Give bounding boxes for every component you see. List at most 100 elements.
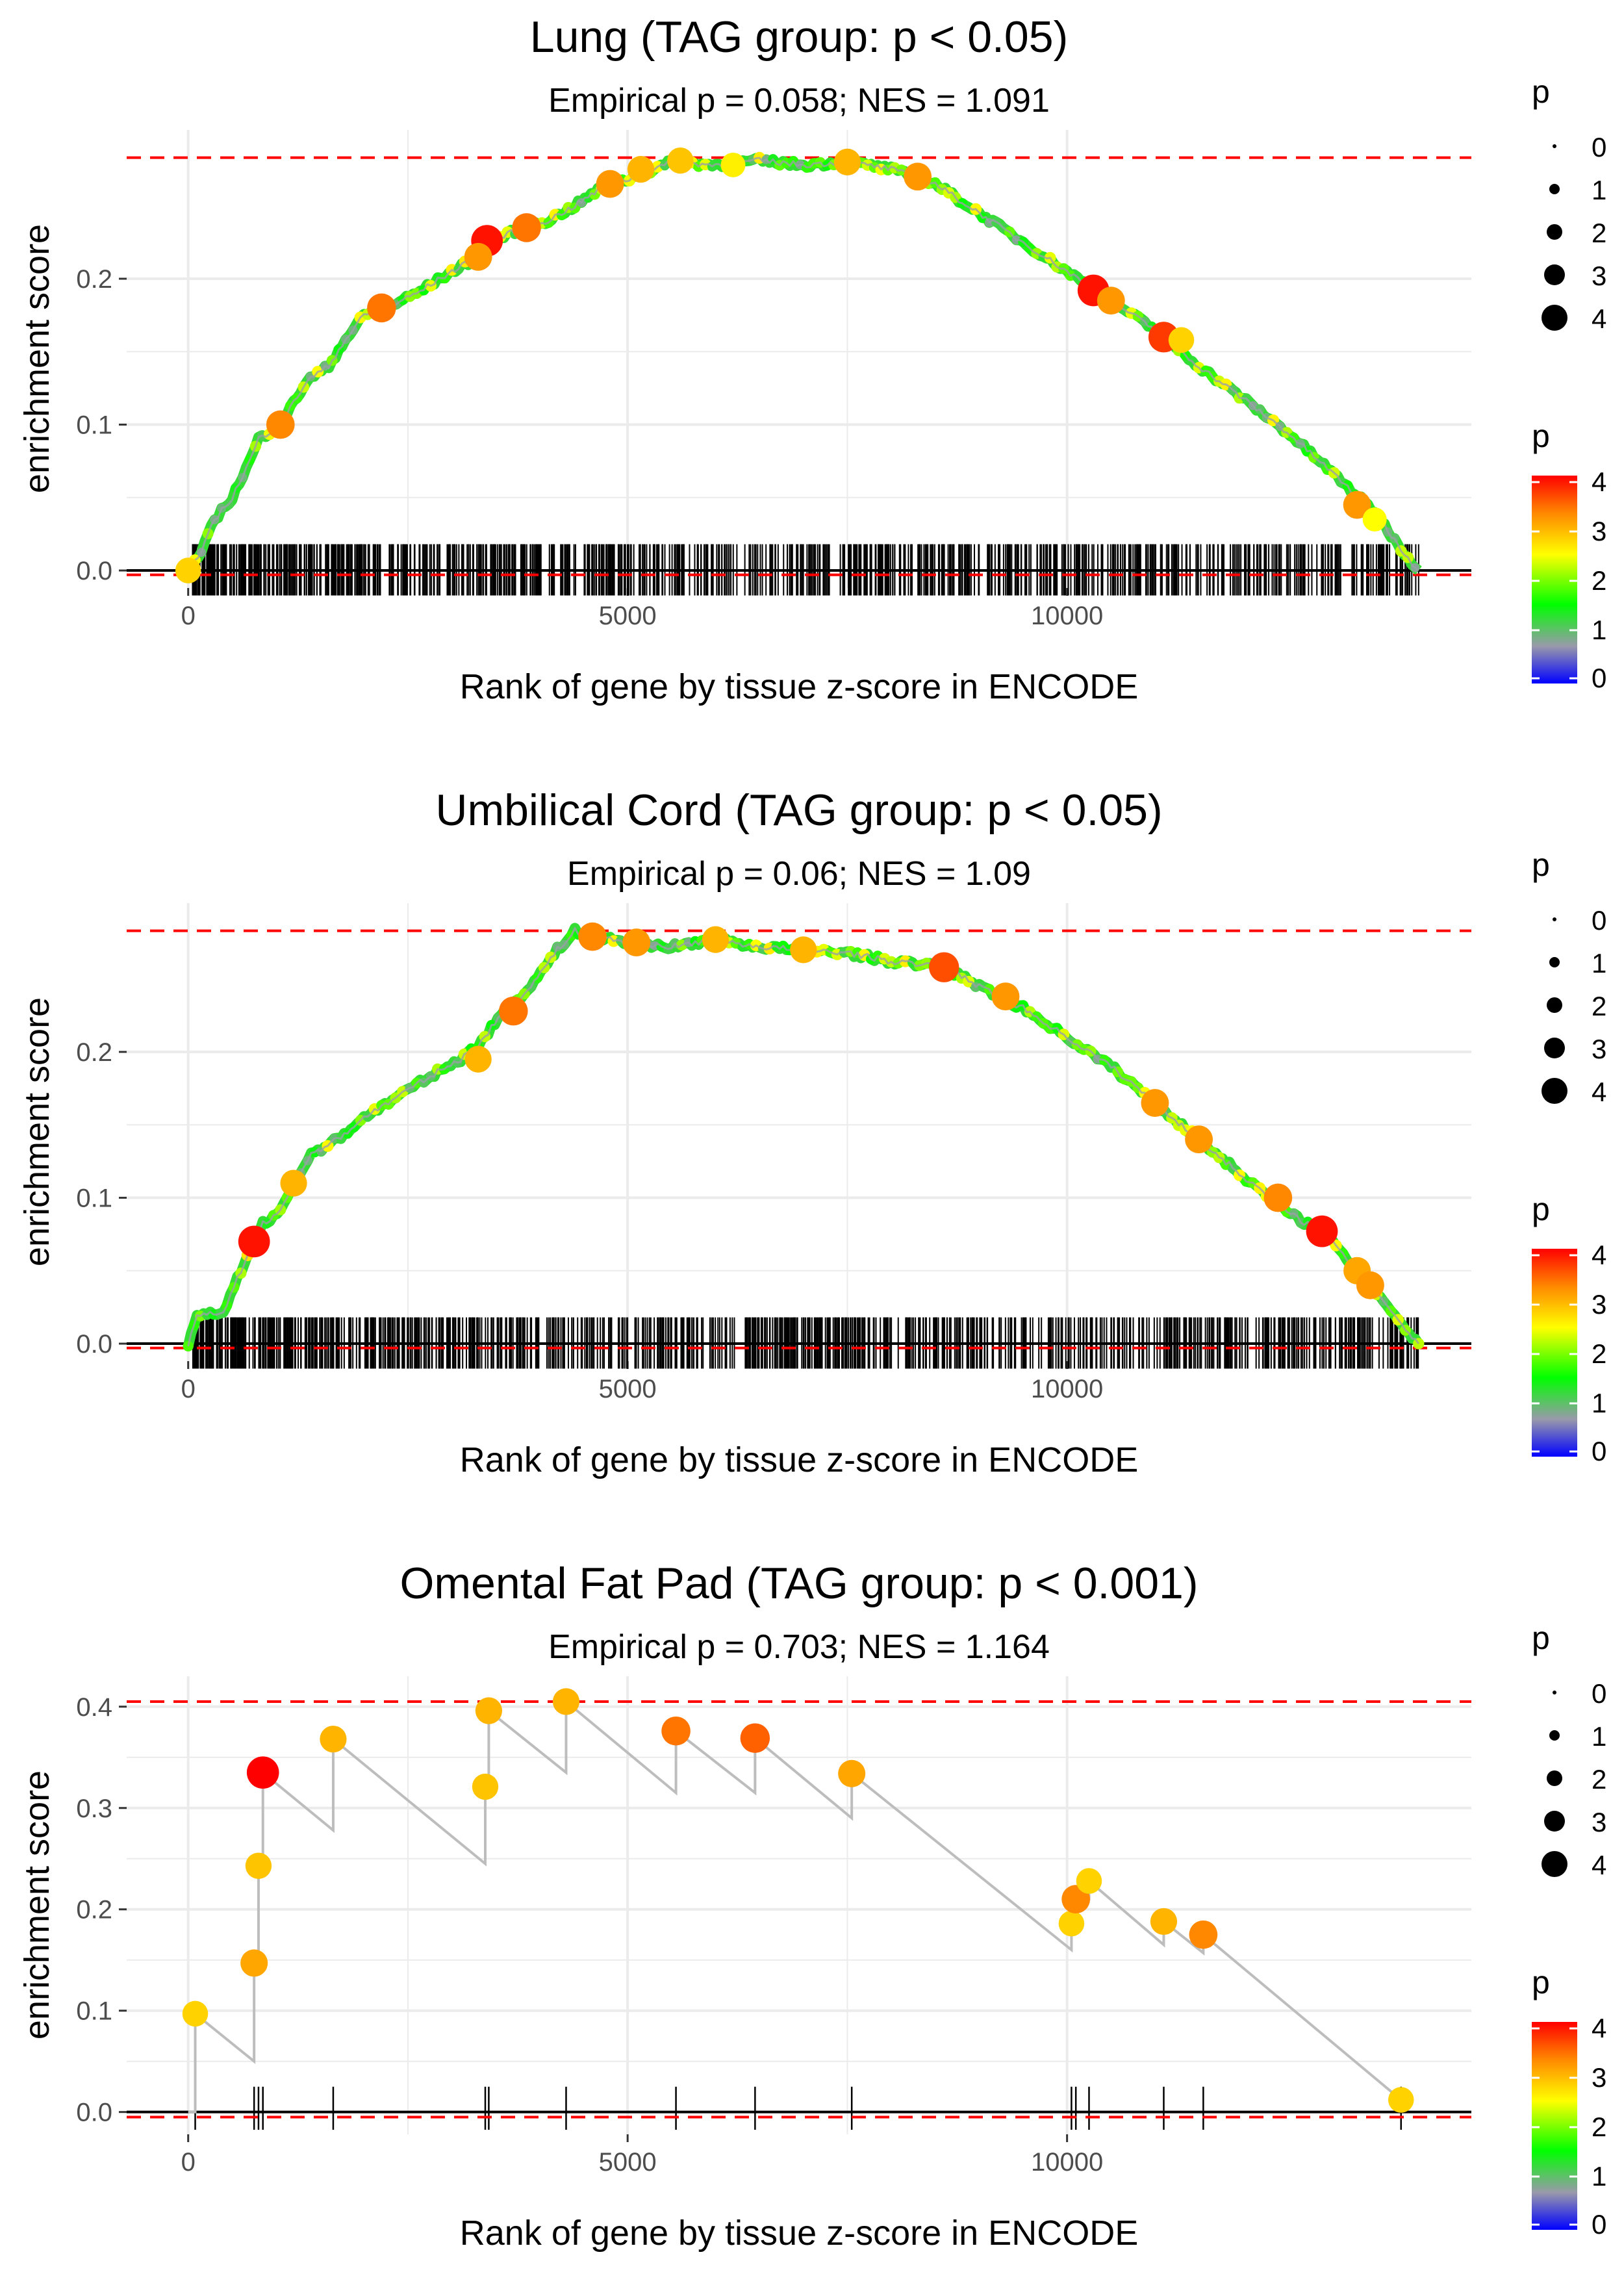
color-legend-label: 1 <box>1592 615 1606 645</box>
color-legend-label: 0 <box>1592 1436 1606 1466</box>
y-axis-label: enrichment score <box>18 224 57 493</box>
es-highlight-point <box>1343 491 1371 519</box>
x-tick-label: 5000 <box>599 2148 657 2177</box>
size-legend-dot <box>1542 305 1567 331</box>
chart-subtitle: Empirical p = 0.058; NES = 1.091 <box>548 82 1050 120</box>
size-legend-label: 2 <box>1592 991 1606 1021</box>
es-highlight-point <box>1058 1910 1085 1937</box>
y-tick-label: 0.2 <box>76 1038 112 1067</box>
color-legend-label: 3 <box>1592 2062 1606 2093</box>
es-highlight-point <box>499 996 528 1026</box>
es-highlight-point <box>1097 287 1125 315</box>
es-curve-band <box>183 923 1423 1348</box>
y-axis-label: enrichment score <box>18 1770 57 2039</box>
size-legend-label: 4 <box>1592 303 1606 334</box>
legend-umbilical-cord: p 0 1 2 3 4 p 0 1 2 3 4 <box>1532 847 1606 1466</box>
es-highlight-point <box>667 147 694 174</box>
plot-area: 0.0 0.1 0.2 0 5000 10000 <box>76 130 1471 630</box>
size-legend-title: p <box>1532 73 1550 110</box>
es-highlight-point <box>838 1759 866 1787</box>
y-tick-label: 0.4 <box>76 1693 112 1722</box>
es-highlight-point <box>320 1726 347 1753</box>
x-axis-label: Rank of gene by tissue z-score in ENCODE <box>460 667 1138 706</box>
color-legend-label: 1 <box>1592 2161 1606 2191</box>
legend-lung: p 0 1 2 3 4 p 0 1 2 3 4 <box>1532 73 1606 693</box>
es-curve-band <box>185 152 1422 575</box>
es-highlight-point <box>833 148 861 175</box>
color-legend-ticks <box>1532 2027 1577 2226</box>
es-highlight-point <box>512 213 541 242</box>
x-tick-label: 10000 <box>1031 1375 1103 1403</box>
es-highlight-point <box>1263 1183 1293 1212</box>
es-highlight-point <box>246 1756 279 1789</box>
es-highlight-point <box>280 1169 307 1197</box>
size-legend-label: 1 <box>1592 948 1606 978</box>
panel-umbilical-cord: Umbilical Cord (TAG group: p < 0.05) Emp… <box>18 786 1471 1479</box>
x-tick-label: 0 <box>181 602 196 630</box>
es-highlight-point <box>464 242 492 271</box>
color-legend-label: 2 <box>1592 2112 1606 2142</box>
size-legend-label: 2 <box>1592 218 1606 248</box>
panel-omental-fat-pad: Omental Fat Pad (TAG group: p < 0.001) E… <box>18 1559 1471 2253</box>
color-legend-label: 1 <box>1592 1388 1606 1418</box>
plot-area: 0.0 0.1 0.2 0.3 0.4 0 5000 10000 <box>76 1676 1471 2177</box>
color-legend-label: 4 <box>1592 466 1606 497</box>
y-tick-label: 0.2 <box>76 1896 112 1924</box>
es-highlight-point <box>238 1225 270 1258</box>
es-highlight-point <box>464 1045 492 1073</box>
x-axis-label: Rank of gene by tissue z-score in ENCODE <box>460 1440 1138 1479</box>
size-legend-label: 2 <box>1592 1764 1606 1795</box>
size-legend-title: p <box>1532 847 1550 883</box>
es-highlight-point <box>627 156 655 183</box>
size-legend-label: 1 <box>1592 175 1606 205</box>
es-highlight-point <box>661 1716 691 1746</box>
size-legend-label: 0 <box>1592 905 1606 936</box>
size-legend-dot <box>1553 1691 1556 1694</box>
size-legend-dot <box>1544 1038 1565 1058</box>
y-tick-label: 0.0 <box>76 2099 112 2127</box>
y-tick-label: 0.1 <box>76 411 112 440</box>
es-curve-line <box>187 157 1419 572</box>
size-legend-dot <box>1547 1770 1562 1786</box>
color-legend-label: 2 <box>1592 565 1606 596</box>
chart-subtitle: Empirical p = 0.06; NES = 1.09 <box>567 855 1031 893</box>
size-legend-label: 3 <box>1592 1807 1606 1837</box>
size-legend-dot <box>1544 1811 1565 1832</box>
x-tick-label: 5000 <box>599 602 657 630</box>
x-tick-label: 0 <box>181 1375 196 1403</box>
y-tick-label: 0.1 <box>76 1184 112 1213</box>
size-legend-label: 1 <box>1592 1721 1606 1752</box>
y-tick-label: 0.0 <box>76 557 112 585</box>
es-highlight-point <box>175 557 201 583</box>
es-highlight-point <box>596 170 624 198</box>
es-highlight-point <box>904 162 932 191</box>
color-legend-title: p <box>1532 1191 1550 1227</box>
es-highlight-point <box>1388 2087 1414 2113</box>
es-highlight-point <box>1189 1920 1218 1949</box>
es-highlight-point <box>475 1697 503 1724</box>
x-tick-label: 10000 <box>1031 602 1103 630</box>
color-legend-title: p <box>1532 418 1550 454</box>
es-highlight-point <box>1150 1908 1178 1935</box>
color-legend-ticks <box>1532 1254 1577 1453</box>
es-highlight-point <box>720 152 746 177</box>
size-legend-label: 4 <box>1592 1077 1606 1107</box>
color-legend-label: 0 <box>1592 663 1606 693</box>
size-legend-dot <box>1549 1730 1560 1741</box>
size-legend-dot <box>1549 957 1560 967</box>
y-tick-label: 0.0 <box>76 1330 112 1359</box>
es-highlight-point <box>240 1949 268 1977</box>
size-legend-label: 0 <box>1592 1678 1606 1709</box>
es-highlight-point <box>552 1688 580 1715</box>
es-highlight-point <box>1356 1271 1384 1299</box>
es-highlight-point <box>182 2000 209 2027</box>
size-legend-dot <box>1547 224 1562 240</box>
size-legend-label: 0 <box>1592 132 1606 162</box>
color-legend-label: 4 <box>1592 1240 1606 1270</box>
legend-omental-fat-pad: p 0 1 2 3 4 p 0 1 2 3 4 <box>1532 1620 1606 2240</box>
x-tick-label: 0 <box>181 2148 196 2177</box>
es-highlight-point <box>929 952 959 982</box>
es-highlight-point <box>1306 1215 1338 1247</box>
size-legend-dot <box>1542 1851 1567 1877</box>
